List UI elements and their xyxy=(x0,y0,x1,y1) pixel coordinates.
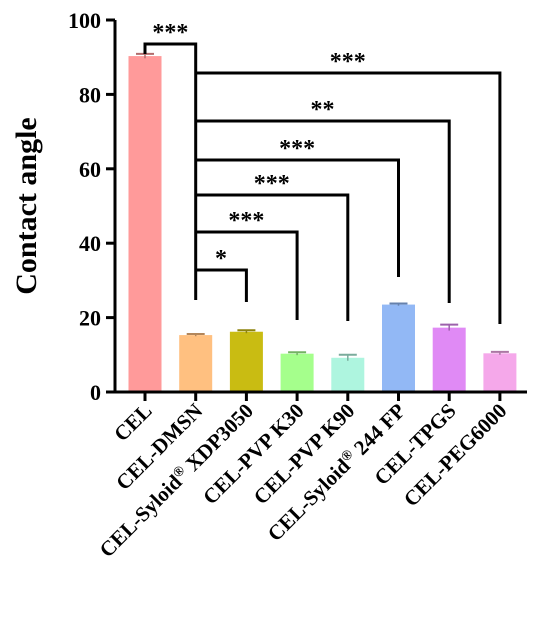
bar-cel xyxy=(128,56,162,393)
bar-cel-tpgs xyxy=(432,327,466,392)
y-tick-label-80: 80 xyxy=(79,82,101,107)
y-tick-label-20: 20 xyxy=(79,306,101,331)
significance-bracket-cel-syloid-xdp3050 xyxy=(195,268,248,302)
significance-label-cel-pvp-k30: *** xyxy=(228,208,264,234)
significance-label-cel-pvp-k90: *** xyxy=(254,171,290,197)
bar-cel-peg6000 xyxy=(483,353,517,392)
significance-label-cel-dmsn: *** xyxy=(152,20,188,46)
bars-layer xyxy=(128,52,517,393)
bar-cel-syloid-244-fp xyxy=(382,304,415,392)
bar-cel-syloid-xdp3050 xyxy=(229,331,263,392)
significance-label-cel-peg6000: *** xyxy=(330,49,366,75)
y-tick-label-0: 0 xyxy=(90,380,101,405)
significance-label-cel-tpgs: ** xyxy=(310,97,334,123)
significance-bracket-cel-tpgs xyxy=(195,119,451,303)
y-axis-label: Contact angle xyxy=(10,117,43,294)
significance-label-cel-syloid-xdp3050: * xyxy=(215,246,227,272)
significance-bracket-cel-peg6000 xyxy=(195,71,502,324)
bar-cel-pvp-k30 xyxy=(280,353,314,392)
y-ticks-layer: 0 20 40 60 80 100 xyxy=(68,8,115,405)
significance-layer: ****************** xyxy=(143,20,502,324)
y-tick-label-60: 60 xyxy=(79,157,101,182)
axes-layer xyxy=(113,20,527,394)
significance-bracket-cel-syloid-244-fp xyxy=(195,158,400,277)
significance-bracket-cel-pvp-k30 xyxy=(195,230,299,320)
y-tick-label-40: 40 xyxy=(79,231,101,256)
bar-cel-pvp-k90 xyxy=(331,357,365,392)
bar-cel-dmsn xyxy=(179,335,213,392)
significance-label-cel-syloid-244-fp: *** xyxy=(279,136,315,162)
significance-bracket-cel-dmsn xyxy=(143,42,198,300)
significance-bracket-cel-pvp-k90 xyxy=(195,193,350,321)
y-tick-label-100: 100 xyxy=(68,8,101,33)
